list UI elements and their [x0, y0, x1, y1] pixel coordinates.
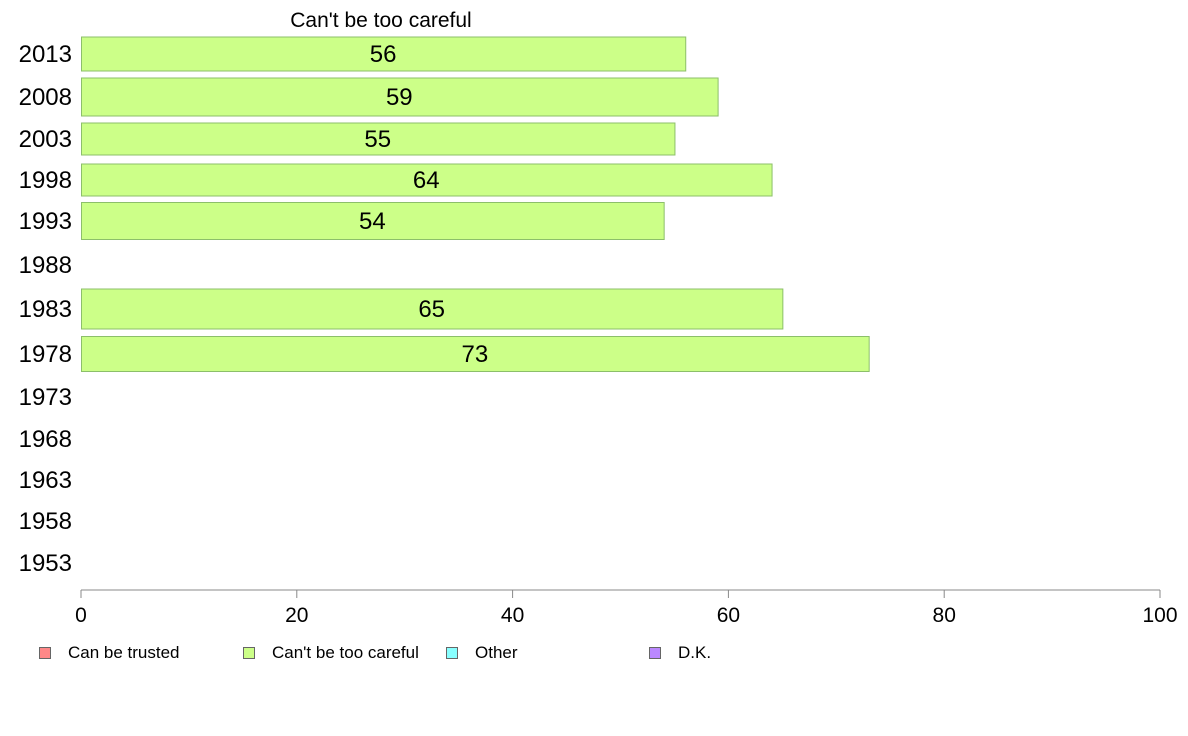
legend-swatch: [446, 647, 458, 659]
bar-value-label-1998: 64: [413, 167, 440, 194]
bar-2003: [81, 122, 676, 156]
bar-1983: [81, 288, 784, 330]
y-tick-label-1993: 1993: [19, 208, 72, 235]
legend-swatch: [243, 647, 255, 659]
y-axis-labels: 2013 2008 2003 1998 1993 1988 1983 1978 1973 1968…: [19, 41, 72, 577]
x-tick-label-100: 100: [1142, 604, 1177, 627]
y-tick-label-2008: 2008: [19, 84, 72, 111]
legend-item: D.K.: [649, 640, 711, 666]
bar-value-label-1978: 73: [461, 341, 488, 368]
y-tick-label-1983: 1983: [19, 296, 72, 323]
x-tick-label-60: 60: [717, 604, 740, 627]
y-tick-label-1958: 1958: [19, 508, 72, 535]
bar-value-label-2003: 55: [364, 126, 391, 153]
x-axis: 0 20 40 60 80 100: [75, 589, 1178, 627]
bar-2013: [81, 36, 687, 72]
bar-value-label-1983: 65: [418, 296, 445, 323]
legend-label: D.K.: [678, 643, 712, 662]
legend-item: Can be trusted: [39, 640, 180, 666]
legend-item: Can't be too careful: [243, 640, 419, 666]
y-tick-label-1988: 1988: [19, 252, 72, 279]
legend-swatch: [39, 647, 51, 659]
y-tick-label-2003: 2003: [19, 126, 72, 153]
legend: Can be trusted Can't be too careful Other D…: [0, 640, 1188, 666]
bars-group: 56 59 55 64 54 65 73: [81, 36, 870, 372]
y-tick-label-1978: 1978: [19, 341, 72, 368]
bar-value-label-2013: 56: [370, 41, 397, 68]
y-tick-label-2013: 2013: [19, 41, 72, 68]
legend-swatch: [649, 647, 661, 659]
bar-value-label-2008: 59: [386, 84, 413, 111]
x-tick-label-80: 80: [933, 604, 956, 627]
bar-chart: Can't be too careful 56 59 55 64 54 65 73 2013…: [19, 9, 1178, 627]
legend-item: Other: [446, 640, 518, 666]
y-tick-label-1963: 1963: [19, 467, 72, 494]
bar-value-label-1993: 54: [359, 208, 386, 235]
y-tick-label-1968: 1968: [19, 426, 72, 453]
legend-label: Other: [475, 643, 518, 662]
y-tick-label-1973: 1973: [19, 384, 72, 411]
bar-1993: [81, 202, 665, 240]
bar-1998: [81, 163, 773, 197]
legend-label: Can't be too careful: [272, 643, 419, 662]
bar-2008: [81, 77, 719, 117]
y-tick-label-1998: 1998: [19, 167, 72, 194]
legend-label: Can be trusted: [68, 643, 180, 662]
x-tick-label-20: 20: [285, 604, 308, 627]
chart-title: Can't be too careful: [290, 9, 471, 32]
bar-1978: [81, 336, 870, 372]
x-tick-label-40: 40: [501, 604, 524, 627]
y-tick-label-1953: 1953: [19, 550, 72, 577]
x-tick-label-0: 0: [75, 604, 87, 627]
